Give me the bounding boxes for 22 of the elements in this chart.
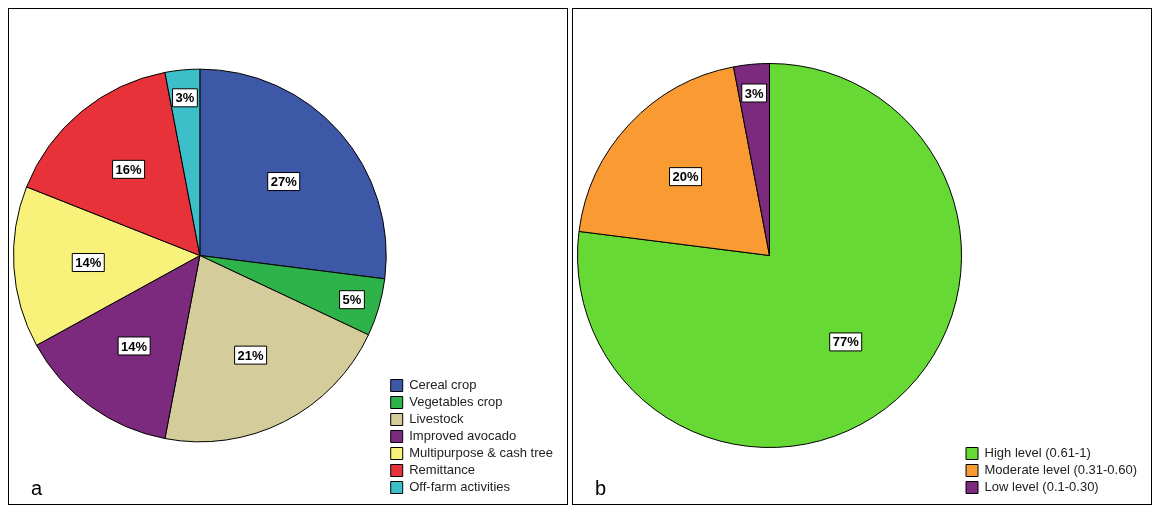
data-label: 27% — [270, 174, 298, 190]
legend-label: Improved avocado — [409, 428, 517, 444]
legend-label: Cereal crop — [409, 377, 477, 393]
text: b — [595, 477, 607, 500]
data-label: 3% — [744, 85, 764, 101]
legend-label: Livestock — [409, 411, 464, 427]
data-label: 3% — [175, 90, 195, 106]
legend-label: Moderate level (0.31-0.60) — [984, 462, 1138, 478]
legend-label: Vegetables crop — [409, 394, 503, 410]
legend-label: Remittance — [409, 462, 475, 478]
data-label: 5% — [342, 292, 362, 308]
text: a — [31, 477, 43, 500]
data-label: 14% — [121, 338, 148, 354]
data-label: 77% — [832, 334, 860, 350]
legend-label: Low level (0.1-0.30) — [984, 479, 1099, 495]
data-label: 16% — [115, 161, 143, 177]
data-label: 14% — [75, 255, 102, 271]
legend-label: Off-farm activities — [409, 479, 511, 495]
legend-label: Multipurpose & cash tree — [409, 445, 553, 461]
data-label: 20% — [672, 169, 699, 185]
legend-label: High level (0.61-1) — [984, 445, 1091, 461]
data-label: 21% — [237, 347, 265, 363]
